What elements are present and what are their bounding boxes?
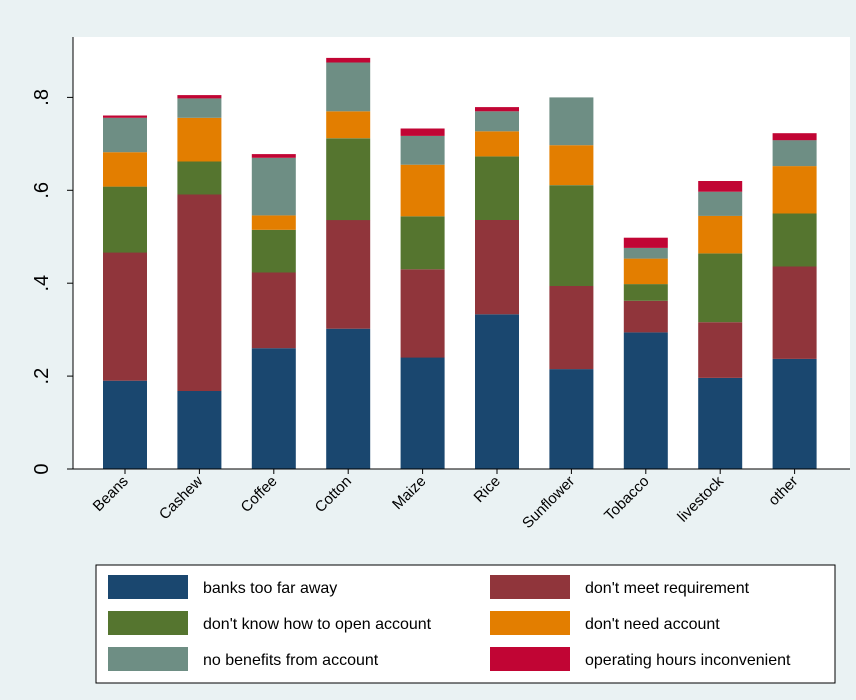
x-tick-label: Cotton xyxy=(312,473,355,516)
bar-segment xyxy=(326,111,371,139)
bar-segment xyxy=(475,314,519,469)
bar-segment xyxy=(772,358,817,469)
legend-swatch xyxy=(108,575,188,599)
bar-segment xyxy=(549,286,594,370)
bar-segment xyxy=(623,258,668,285)
bar-segment xyxy=(475,131,519,157)
bar-segment xyxy=(549,185,594,286)
bar-segment xyxy=(103,152,147,187)
x-tick-label: Coffee xyxy=(238,473,281,516)
legend-swatch xyxy=(490,575,570,599)
bar-segment xyxy=(251,157,296,216)
bar-segment xyxy=(698,191,743,216)
legend-box xyxy=(95,564,836,684)
bar-segment xyxy=(549,97,594,146)
bar-segment xyxy=(698,181,743,192)
bar-segment xyxy=(772,133,817,141)
bar-segment xyxy=(103,115,147,118)
bar-segment xyxy=(326,220,371,329)
bar-segment xyxy=(103,117,147,153)
bar-segment xyxy=(698,322,743,378)
legend-label: operating hours inconvenient xyxy=(585,652,791,669)
bar-segment xyxy=(698,378,743,469)
bar-segment xyxy=(400,357,445,469)
bar-segment xyxy=(103,186,147,253)
bar-segment xyxy=(623,332,668,469)
x-tick-label: Beans xyxy=(90,473,132,515)
bar-segment xyxy=(623,300,668,333)
legend-label: no benefits from account xyxy=(203,652,379,669)
bar-segment xyxy=(623,284,668,301)
bar-segment xyxy=(698,215,743,254)
bar-segment xyxy=(772,166,817,214)
bar-segment xyxy=(400,128,445,136)
legend-label: don't need account xyxy=(585,616,720,633)
bar-segment xyxy=(177,117,222,162)
y-tick-label: .2 xyxy=(31,368,53,385)
legend-label: banks too far away xyxy=(203,580,337,597)
bar-segment xyxy=(177,194,222,391)
y-tick-label: .8 xyxy=(31,89,53,106)
bar-segment xyxy=(251,154,296,158)
bar-segment xyxy=(400,216,445,270)
x-tick-label: livestock xyxy=(674,472,727,525)
bar-segment xyxy=(251,229,296,273)
x-tick-label: Tobacco xyxy=(601,473,653,525)
bar-segment xyxy=(177,391,222,469)
legend-swatch xyxy=(108,611,188,635)
bar-segment xyxy=(326,328,371,469)
bar-segment xyxy=(475,156,519,220)
bar-segment xyxy=(177,98,222,118)
bar-segment xyxy=(698,253,743,323)
bar-segment xyxy=(475,220,519,315)
bar-segment xyxy=(326,62,371,112)
bar-segment xyxy=(400,164,445,217)
bar-segment xyxy=(623,247,668,259)
bar-segment xyxy=(326,138,371,221)
bar-segment xyxy=(103,380,147,469)
x-tick-label: Cashew xyxy=(156,473,206,523)
bar-segment xyxy=(475,107,519,112)
bar-segment xyxy=(251,348,296,469)
legend-label: don't meet requirement xyxy=(585,580,750,597)
bar-segment xyxy=(772,213,817,267)
x-tick-label: Sunflower xyxy=(519,473,578,532)
bar-segment xyxy=(103,252,147,381)
legend-swatch xyxy=(490,647,570,671)
legend-swatch xyxy=(108,647,188,671)
x-tick-label: Maize xyxy=(389,473,429,513)
x-tick-label: Rice xyxy=(471,473,504,506)
bar-segment xyxy=(251,215,296,230)
bar-segment xyxy=(772,266,817,359)
bar-segment xyxy=(549,145,594,186)
bar-segment xyxy=(400,135,445,165)
bar-segment xyxy=(177,161,222,195)
bar-segment xyxy=(400,269,445,358)
legend-label: don't know how to open account xyxy=(203,616,432,633)
bar-segment xyxy=(251,272,296,349)
bar-segment xyxy=(772,140,817,167)
bar-segment xyxy=(475,111,519,132)
y-tick-label: .4 xyxy=(31,275,53,292)
y-tick-label: .6 xyxy=(31,182,53,199)
legend-swatch xyxy=(490,611,570,635)
bar-segment xyxy=(326,57,371,63)
y-tick-label: 0 xyxy=(31,463,53,474)
bar-segment xyxy=(549,369,594,469)
x-tick-label: other xyxy=(765,473,801,509)
bar-segment xyxy=(177,95,222,99)
bar-segment xyxy=(623,237,668,248)
